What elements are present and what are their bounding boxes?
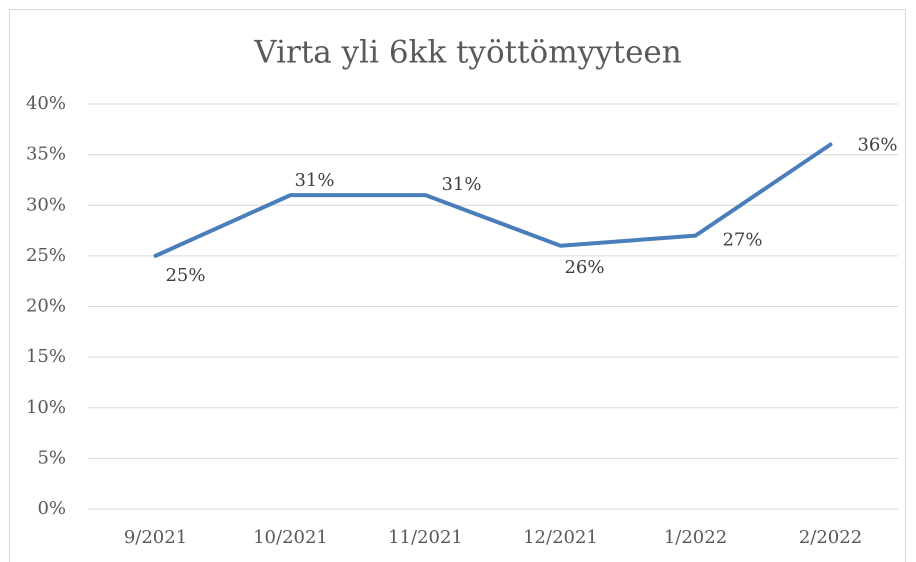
y-tick-label: 30%	[26, 194, 66, 215]
y-tick-label: 5%	[37, 447, 66, 468]
line-series	[153, 142, 833, 258]
data-label: 31%	[441, 174, 481, 195]
y-tick-label: 35%	[26, 144, 66, 165]
data-label: 25%	[165, 265, 205, 286]
y-tick-label: 20%	[26, 296, 66, 317]
y-tick-label: 0%	[37, 498, 66, 519]
y-tick-label: 10%	[26, 397, 66, 418]
x-tick-label: 2/2022	[799, 527, 862, 548]
chart-title: Virta yli 6kk työttömyyteen	[253, 35, 681, 71]
x-tick-label: 10/2021	[253, 527, 328, 548]
data-label: 27%	[722, 230, 762, 251]
data-label: 31%	[294, 170, 334, 191]
chart-border	[9, 9, 906, 562]
data-label: 36%	[857, 135, 897, 156]
y-tick-label: 40%	[26, 93, 66, 114]
x-tick-label: 9/2021	[124, 527, 187, 548]
data-label: 26%	[564, 257, 604, 278]
x-tick-label: 1/2022	[664, 527, 727, 548]
y-tick-label: 25%	[26, 245, 66, 266]
x-tick-label: 12/2021	[523, 527, 598, 548]
x-tick-label: 11/2021	[388, 527, 463, 548]
y-tick-label: 15%	[26, 346, 66, 367]
